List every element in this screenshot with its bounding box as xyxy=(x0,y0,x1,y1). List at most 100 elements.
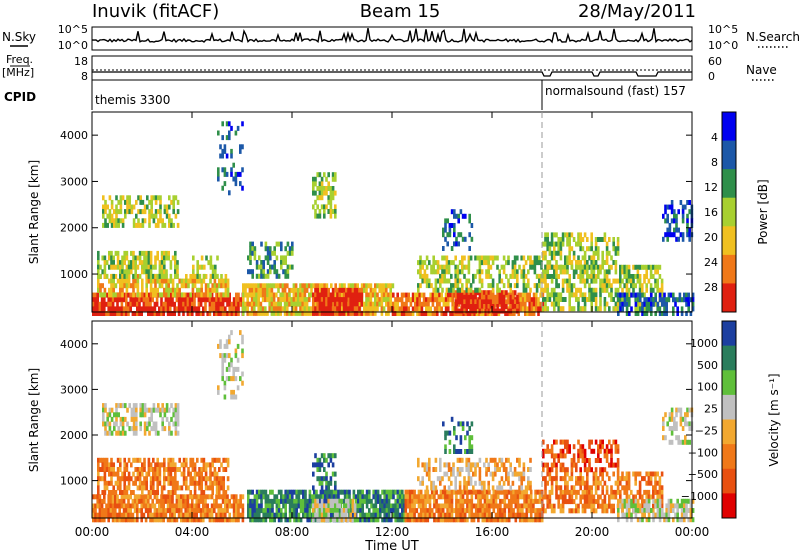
heatmap-cell xyxy=(423,467,427,472)
heatmap-cell xyxy=(320,190,324,196)
heatmap-cell xyxy=(251,269,254,275)
heatmap-cell xyxy=(146,204,149,210)
heatmap-cell xyxy=(528,292,531,298)
heatmap-cell xyxy=(96,311,99,316)
heatmap-cell xyxy=(165,407,169,413)
heatmap-cell xyxy=(255,283,258,289)
heatmap-cell xyxy=(542,508,545,514)
heatmap-cell xyxy=(343,494,347,500)
heatmap-cell xyxy=(266,297,269,303)
heatmap-cell xyxy=(572,283,576,289)
heatmap-cell xyxy=(139,412,142,418)
heatmap-cell xyxy=(249,517,252,523)
heatmap-cell xyxy=(351,292,355,298)
heatmap-cell xyxy=(336,503,339,509)
heatmap-cell xyxy=(318,306,322,312)
heatmap-cell xyxy=(305,297,309,303)
heatmap-cell xyxy=(686,200,689,205)
heatmap-cell xyxy=(452,260,455,266)
heatmap-cell xyxy=(387,512,391,518)
heatmap-cell xyxy=(661,311,664,316)
heatmap-cell xyxy=(211,283,214,289)
heatmap-cell xyxy=(160,278,164,284)
heatmap-cell xyxy=(374,292,377,298)
heatmap-cell xyxy=(145,278,148,284)
heatmap-cell xyxy=(457,232,460,238)
heatmap-cell xyxy=(163,457,166,463)
heatmap-cell xyxy=(676,297,679,303)
heatmap-cell xyxy=(345,310,348,316)
heatmap-cell xyxy=(299,498,303,504)
heatmap-cell xyxy=(123,273,126,279)
heatmap-cell xyxy=(450,498,454,504)
heatmap-cell xyxy=(623,264,626,270)
heatmap-cell xyxy=(546,306,549,312)
heatmap-cell xyxy=(524,311,527,316)
heatmap-cell xyxy=(102,204,105,210)
heatmap-cell xyxy=(253,283,256,289)
heatmap-cell xyxy=(516,494,520,500)
heatmap-cell xyxy=(469,294,473,300)
heatmap-cell xyxy=(527,517,531,523)
heatmap-cell xyxy=(538,508,542,514)
heatmap-cell xyxy=(145,292,148,298)
heatmap-cell xyxy=(404,517,408,523)
heatmap-cell xyxy=(318,172,322,178)
heatmap-cell xyxy=(334,287,337,293)
heatmap-cell xyxy=(444,489,447,495)
heatmap-cell xyxy=(579,278,582,284)
heatmap-cell xyxy=(417,462,420,468)
heatmap-cell xyxy=(275,269,279,275)
heatmap-cell xyxy=(151,311,154,316)
heatmap-cell xyxy=(541,292,545,298)
heatmap-cell xyxy=(112,278,115,284)
heatmap-cell xyxy=(310,283,313,289)
heatmap-cell xyxy=(321,494,325,500)
heatmap-cell xyxy=(443,485,446,491)
heatmap-cell xyxy=(308,498,312,504)
heatmap-cell xyxy=(250,310,254,316)
heatmap-cell xyxy=(327,181,330,187)
heatmap-cell xyxy=(514,512,518,518)
heatmap-cell xyxy=(189,476,192,482)
heatmap-cell xyxy=(634,301,638,307)
heatmap-cell xyxy=(419,517,423,523)
heatmap-cell xyxy=(340,508,344,513)
heatmap-cell xyxy=(158,306,161,312)
heatmap-cell xyxy=(546,274,549,279)
heatmap-cell xyxy=(266,255,270,261)
heatmap-cell xyxy=(369,292,373,298)
heatmap-cell xyxy=(136,508,139,514)
heatmap-cell xyxy=(583,301,587,307)
heatmap-cell xyxy=(237,297,240,303)
heatmap-cell xyxy=(605,274,609,279)
heatmap-cell xyxy=(124,416,127,422)
heatmap-cell xyxy=(247,498,250,504)
heatmap-cell xyxy=(523,494,526,500)
heatmap-cell xyxy=(566,489,569,495)
heatmap-cell xyxy=(172,204,175,210)
heatmap-cell xyxy=(106,416,109,422)
heatmap-cell xyxy=(553,292,556,298)
heatmap-cell xyxy=(481,508,485,514)
heatmap-cell xyxy=(526,311,529,316)
heatmap-cell xyxy=(337,489,340,495)
heatmap-cell xyxy=(542,269,545,275)
heatmap-cell xyxy=(392,508,395,514)
heatmap-cell xyxy=(636,311,640,316)
heatmap-cell xyxy=(457,498,460,504)
heatmap-cell xyxy=(113,222,116,228)
heatmap-cell xyxy=(588,287,591,293)
heatmap-cell xyxy=(677,236,680,242)
heatmap-cell xyxy=(158,476,162,482)
heatmap-cell xyxy=(318,186,322,191)
heatmap-cell xyxy=(447,467,451,472)
heatmap-cell xyxy=(290,301,293,307)
heatmap-cell xyxy=(643,301,646,307)
heatmap-cell xyxy=(125,301,128,307)
heatmap-cell xyxy=(288,498,292,504)
heatmap-cell xyxy=(463,255,466,261)
heatmap-cell xyxy=(228,376,231,382)
heatmap-cell xyxy=(115,430,118,436)
heatmap-cell xyxy=(666,213,669,219)
